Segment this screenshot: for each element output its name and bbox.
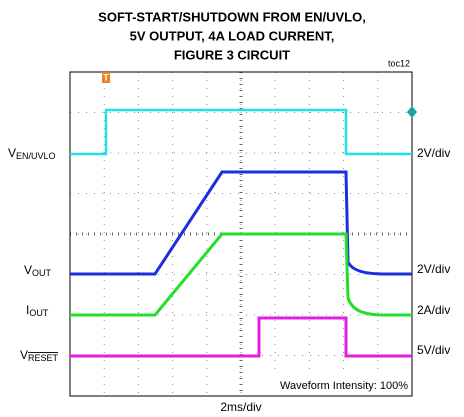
title-line: FIGURE 3 CIRCUIT — [174, 47, 290, 62]
intensity: Waveform Intensity: 100% — [280, 380, 408, 392]
trigger-marker: T — [102, 72, 110, 83]
trace-reset — [70, 316, 412, 358]
trace-en — [70, 108, 412, 156]
channel-scale: 2V/div — [417, 146, 450, 160]
svg-text:T: T — [103, 72, 109, 82]
symbol: V — [20, 348, 28, 362]
level-marker — [407, 106, 417, 118]
title-line: 5V OUTPUT, 4A LOAD CURRENT, — [130, 28, 335, 43]
timebase: 2ms/div — [220, 400, 261, 414]
channel-label: VRESET — [20, 348, 59, 363]
grid-line — [69, 71, 413, 397]
subscript: OUT — [32, 268, 52, 278]
channel-label: VEN/UVLO — [8, 146, 56, 161]
trace-vout — [70, 170, 412, 276]
channel-label: IOUT — [26, 303, 49, 318]
intensity-bg — [268, 376, 410, 393]
trace-iout — [70, 232, 412, 317]
symbol: I — [26, 303, 29, 317]
channel-scale: 2A/div — [417, 303, 450, 317]
symbol: V — [8, 146, 16, 160]
channel-label: VOUT — [24, 263, 52, 278]
figure-id: toc12 — [388, 58, 410, 68]
channel-scale: 2V/div — [417, 262, 450, 276]
channel-scale: 5V/div — [417, 343, 450, 357]
subscript: EN/UVLO — [16, 151, 56, 161]
symbol: V — [24, 263, 32, 277]
title-line: SOFT-START/SHUTDOWN FROM EN/UVLO, — [98, 9, 366, 24]
subscript: OUT — [29, 308, 49, 318]
subscript: RESET — [28, 353, 59, 363]
